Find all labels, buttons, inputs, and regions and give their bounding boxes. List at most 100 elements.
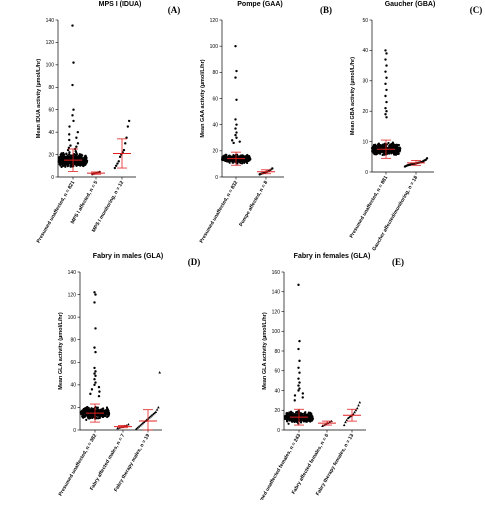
series-2 — [318, 419, 336, 428]
panel-5: Fabry in females (GLA) (E) 0 20 40 60 80 100 120… — [252, 253, 404, 505]
data-point — [344, 420, 347, 424]
data-point — [98, 409, 102, 412]
series-2 — [114, 422, 132, 430]
data-point — [126, 125, 130, 128]
series-1 — [283, 283, 315, 426]
data-point — [101, 415, 105, 418]
data-point — [76, 160, 79, 163]
data-point — [302, 417, 305, 421]
y-tick-label: 100 — [272, 329, 281, 335]
x-category-label: Presumed unaffected, n = 832 — [199, 180, 240, 244]
y-tick-label: 10 — [362, 139, 368, 145]
data-point — [384, 58, 387, 61]
data-point — [75, 145, 78, 148]
data-point — [82, 408, 85, 411]
data-point — [372, 152, 376, 155]
data-point — [148, 416, 151, 419]
data-point — [62, 159, 65, 163]
data-point — [388, 152, 391, 155]
data-point — [78, 162, 81, 165]
y-tick-label: 80 — [274, 349, 280, 355]
data-point — [93, 366, 96, 370]
data-point — [342, 423, 346, 427]
data-point — [304, 418, 307, 421]
y-tick-label: 0 — [73, 428, 76, 434]
data-point — [384, 113, 387, 116]
y-tick-label: 0 — [51, 175, 54, 181]
data-point — [94, 293, 97, 296]
data-point — [244, 160, 247, 163]
data-point — [242, 155, 245, 158]
y-tick-label: 30 — [362, 79, 368, 85]
data-point — [93, 372, 96, 375]
data-point — [288, 413, 291, 416]
data-point — [71, 114, 74, 117]
data-point — [388, 145, 391, 148]
y-tick-label: 20 — [212, 149, 218, 155]
data-point — [243, 161, 246, 165]
data-point — [355, 406, 359, 410]
data-point — [353, 410, 356, 414]
data-point — [293, 420, 296, 424]
data-point — [80, 412, 83, 415]
data-point — [104, 412, 107, 415]
data-point — [73, 153, 76, 156]
data-point — [354, 408, 358, 412]
data-point — [286, 412, 289, 415]
data-point — [387, 141, 390, 145]
data-point — [81, 161, 84, 165]
data-point — [383, 143, 386, 146]
data-point — [234, 118, 237, 121]
data-point — [89, 392, 92, 396]
data-point — [321, 424, 324, 428]
data-point — [103, 414, 106, 417]
data-point — [142, 420, 146, 424]
data-point — [135, 427, 138, 430]
data-point — [72, 108, 75, 111]
data-point — [93, 383, 96, 387]
data-point — [396, 148, 400, 152]
data-point — [59, 153, 63, 156]
panel-label: (C) — [470, 5, 483, 15]
data-point — [284, 415, 287, 419]
data-point — [298, 381, 301, 384]
data-point — [372, 147, 375, 150]
data-point — [94, 370, 97, 373]
data-point — [293, 399, 296, 402]
data-point — [298, 359, 301, 363]
data-point — [149, 415, 152, 418]
data-point — [82, 416, 85, 419]
data-point — [76, 157, 79, 160]
data-point — [235, 123, 238, 126]
data-point — [301, 396, 304, 399]
data-point — [150, 413, 154, 417]
data-point — [82, 410, 85, 414]
data-point — [296, 420, 299, 423]
data-point — [117, 160, 120, 163]
data-point — [232, 141, 235, 145]
data-point — [80, 155, 83, 159]
data-point — [235, 98, 238, 102]
y-axis-label: Mean GLA activity (µmol/L/hr) — [58, 312, 64, 390]
data-point — [385, 110, 388, 113]
data-point — [97, 413, 100, 416]
data-point — [82, 414, 86, 417]
data-point — [231, 160, 234, 163]
data-point — [234, 76, 237, 79]
data-point — [153, 411, 156, 415]
data-point — [68, 153, 71, 156]
data-point — [286, 420, 289, 423]
series-3 — [342, 400, 362, 427]
data-point — [240, 154, 243, 157]
series-3 — [135, 371, 161, 431]
data-point — [90, 414, 93, 417]
data-point — [59, 159, 62, 162]
data-point — [124, 142, 127, 145]
data-point — [385, 76, 388, 79]
y-tick-label: 20 — [362, 109, 368, 115]
data-point — [96, 406, 99, 409]
y-tick-label: 80 — [212, 70, 218, 76]
data-point — [285, 417, 288, 420]
